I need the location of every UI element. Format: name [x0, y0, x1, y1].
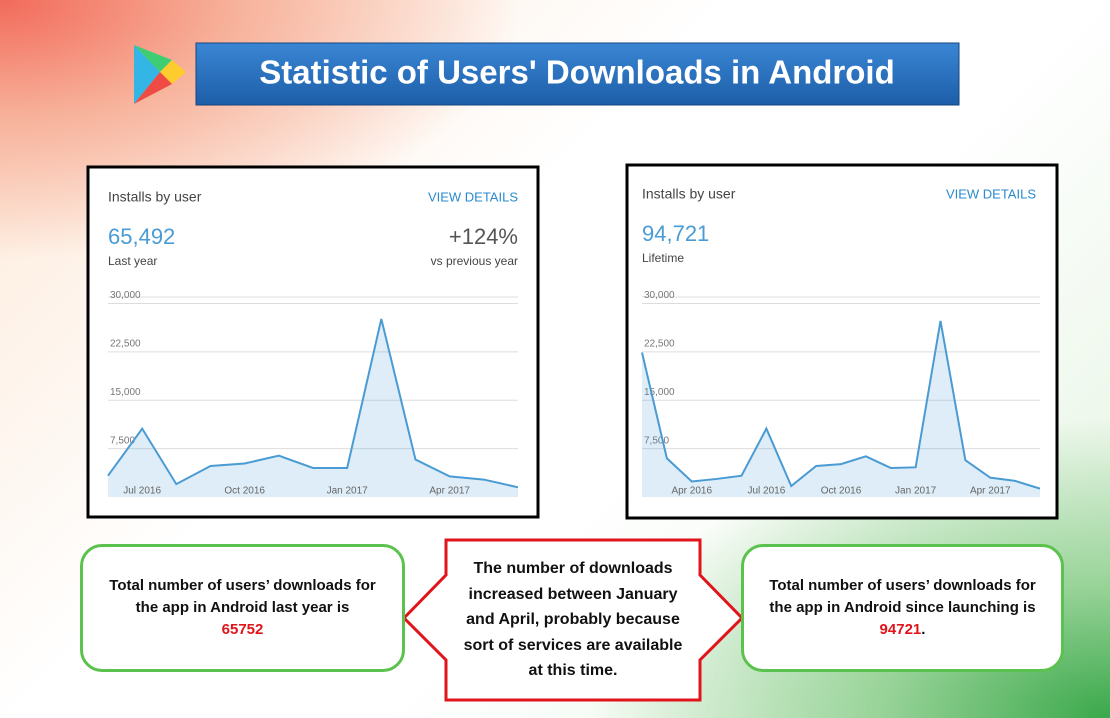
y-tick-label: 30,000 — [644, 290, 675, 301]
slide: Statistic of Users' Downloads in Android… — [0, 0, 1110, 718]
total-value: 65,492 — [108, 224, 175, 249]
x-tick-label: Jul 2016 — [123, 486, 161, 497]
left-callout: Total number of users’ downloads for the… — [80, 544, 405, 672]
x-tick-label: Jan 2017 — [327, 486, 369, 497]
callout-number: 65752 — [97, 619, 388, 641]
x-tick-label: Apr 2016 — [671, 486, 712, 497]
callout-number: 94721 — [880, 621, 922, 638]
x-tick-label: Jul 2016 — [747, 486, 785, 497]
view-details-link[interactable]: VIEW DETAILS — [428, 189, 518, 204]
x-tick-label: Jan 2017 — [895, 486, 937, 497]
x-tick-label: Oct 2016 — [224, 486, 265, 497]
x-tick-label: Apr 2017 — [429, 486, 470, 497]
change-value: +124% — [449, 224, 518, 249]
play-logo — [134, 45, 186, 104]
card-title: Installs by user — [642, 186, 736, 202]
callout-text: Total number of users’ downloads for the… — [97, 575, 388, 619]
x-tick-label: Oct 2016 — [821, 486, 862, 497]
total-label: Lifetime — [642, 251, 684, 265]
middle-callout: The number of downloads increased betwee… — [449, 543, 697, 697]
x-tick-label: Apr 2017 — [970, 486, 1011, 497]
y-tick-label: 22,500 — [110, 338, 141, 349]
callout-text: The number of downloads increased betwee… — [457, 556, 689, 684]
y-tick-label: 22,500 — [644, 338, 675, 349]
callout-number-wrap: 94721. — [758, 619, 1047, 641]
y-tick-label: 15,000 — [110, 387, 141, 398]
callout-suffix: . — [921, 621, 925, 638]
view-details-link[interactable]: VIEW DETAILS — [946, 186, 1036, 201]
callout-text: Total number of users’ downloads for the… — [758, 575, 1047, 619]
card-title: Installs by user — [108, 189, 202, 205]
total-value: 94,721 — [642, 221, 709, 246]
right-callout: Total number of users’ downloads for the… — [741, 544, 1064, 672]
y-tick-label: 30,000 — [110, 290, 141, 301]
slide-title: Statistic of Users' Downloads in Android — [259, 54, 895, 91]
change-label: vs previous year — [431, 254, 518, 268]
total-label: Last year — [108, 254, 157, 268]
